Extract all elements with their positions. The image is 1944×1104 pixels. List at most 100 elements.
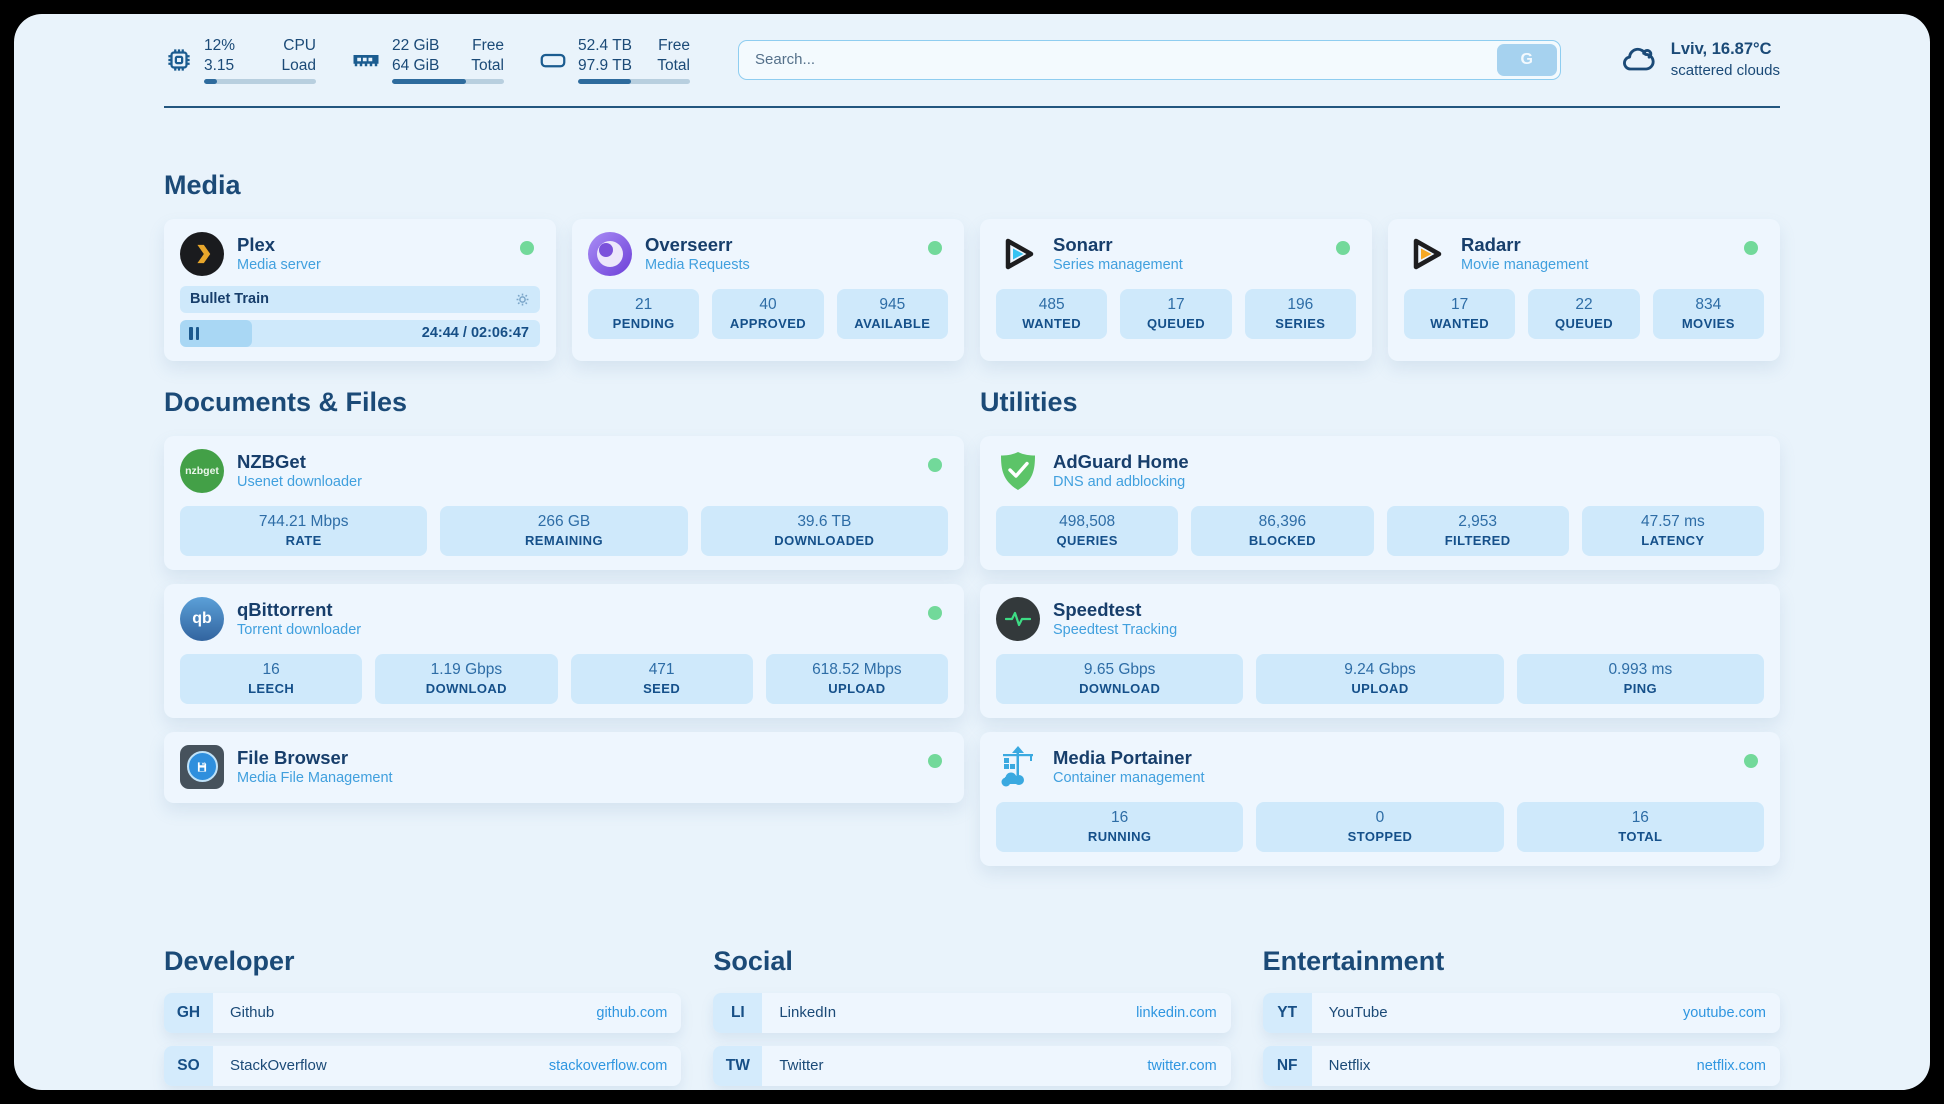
stat-box: 945 AVAILABLE <box>836 288 948 339</box>
link-row-youtube[interactable]: YT YouTube youtube.com <box>1262 992 1780 1033</box>
sonarr-icon <box>996 232 1040 276</box>
adguard-card[interactable]: AdGuard Home DNS and adblocking 498,508 Q… <box>980 435 1780 570</box>
link-url[interactable]: twitter.com <box>1147 1057 1217 1074</box>
pause-icon[interactable] <box>189 326 199 340</box>
plex-card[interactable]: Plex Media server Bullet Train 24:44 / 0… <box>164 218 556 361</box>
card-subtitle: DNS and adblocking <box>1053 474 1186 491</box>
plex-icon <box>180 231 224 276</box>
header-divider <box>164 105 1780 108</box>
link-name: Github <box>230 1004 275 1022</box>
stat-label: STOPPED <box>1347 828 1413 844</box>
stat-box: 471 SEED <box>570 653 753 704</box>
stat-value: 9.24 Gbps <box>1344 660 1416 678</box>
link-row-stackoverflow[interactable]: SO StackOverflow stackoverflow.com <box>164 1045 682 1086</box>
card-subtitle: Media Requests <box>645 257 750 274</box>
sonarr-card[interactable]: Sonarr Series management 485 WANTED 17 QUE… <box>980 218 1372 361</box>
stat-label: QUEUED <box>1554 315 1613 331</box>
stat-label: QUERIES <box>1056 532 1118 548</box>
stat-value: 744.21 Mbps <box>258 512 349 530</box>
filebrowser-icon <box>180 744 224 789</box>
cpu-progress-track <box>204 78 316 84</box>
nzbget-card[interactable]: nzbget NZBGet Usenet downloader 744.21 M… <box>164 435 964 570</box>
link-row-netflix[interactable]: NF Netflix netflix.com <box>1262 1045 1780 1086</box>
stat-box: 9.24 Gbps UPLOAD <box>1256 653 1504 704</box>
filebrowser-card[interactable]: File Browser Media File Management <box>164 731 964 803</box>
stat-box: 834 MOVIES <box>1652 288 1764 339</box>
stat-value: 9.65 Gbps <box>1083 660 1156 678</box>
ram-free-label: Free <box>472 37 504 54</box>
radarr-card[interactable]: Radarr Movie management 17 WANTED 22 QUEUE… <box>1388 218 1780 361</box>
stat-value: 2,953 <box>1458 512 1498 530</box>
stat-label: MOVIES <box>1681 315 1735 331</box>
cloud-icon <box>1617 42 1659 78</box>
qbittorrent-card[interactable]: qb qBittorrent Torrent downloader 16 LEEC… <box>164 583 964 718</box>
section-title-documents: Documents & Files <box>164 386 408 417</box>
cpu-usage-value: 12% <box>204 37 236 54</box>
stat-box: 196 SERIES <box>1244 288 1356 339</box>
link-abbr-badge: TW <box>713 1045 763 1086</box>
disk-total-label: Total <box>657 57 690 75</box>
stat-value: 40 <box>759 295 777 313</box>
stat-label: FILTERED <box>1444 532 1511 548</box>
status-dot <box>928 605 942 620</box>
search-input[interactable] <box>738 39 1561 80</box>
now-playing-title: Bullet Train <box>190 291 269 308</box>
stat-label: BLOCKED <box>1248 532 1316 548</box>
stat-label: QUEUED <box>1146 315 1205 331</box>
stat-value: 17 <box>1451 295 1469 313</box>
stat-box: 17 QUEUED <box>1120 288 1232 339</box>
system-stats: 12% 3.15 CPU Load <box>164 36 690 84</box>
header-bar: 12% 3.15 CPU Load <box>164 36 1780 84</box>
stat-label: SERIES <box>1275 315 1326 331</box>
adguard-icon <box>996 449 1040 493</box>
card-title: Media Portainer <box>1053 747 1192 769</box>
stat-value: 945 <box>879 295 906 313</box>
card-title: AdGuard Home <box>1053 451 1189 473</box>
search-bar: G <box>738 39 1561 80</box>
stat-box: 16 RUNNING <box>996 801 1244 852</box>
portainer-card[interactable]: Media Portainer Container management 16 R… <box>980 731 1780 866</box>
ram-total-label: Total <box>471 57 504 75</box>
stat-label: UPLOAD <box>828 680 886 696</box>
stat-box: 16 LEECH <box>180 653 363 704</box>
stat-value: 471 <box>648 660 675 678</box>
status-dot <box>1336 240 1350 255</box>
link-abbr-badge: NF <box>1262 1045 1312 1086</box>
stat-box: 744.21 Mbps RATE <box>180 505 428 556</box>
link-row-twitter[interactable]: TW Twitter twitter.com <box>713 1045 1231 1086</box>
stat-box: 0 STOPPED <box>1256 801 1504 852</box>
status-dot <box>1744 753 1758 768</box>
now-playing-bar[interactable]: Bullet Train <box>180 285 540 313</box>
link-row-linkedin[interactable]: LI LinkedIn linkedin.com <box>713 992 1231 1033</box>
stat-box: 39.6 TB DOWNLOADED <box>700 505 948 556</box>
stat-label: REMAINING <box>524 532 603 548</box>
settings-icon[interactable] <box>515 292 530 307</box>
link-url[interactable]: github.com <box>596 1004 668 1021</box>
disk-free-label: Free <box>658 37 690 54</box>
stat-value: 266 GB <box>537 512 591 530</box>
speedtest-card[interactable]: Speedtest Speedtest Tracking 9.65 Gbps DO… <box>980 583 1780 718</box>
link-url[interactable]: linkedin.com <box>1136 1004 1217 1021</box>
cpu-label: CPU <box>283 37 316 54</box>
section-title-media: Media <box>164 169 241 200</box>
search-go-button[interactable]: G <box>1496 43 1557 76</box>
link-url[interactable]: netflix.com <box>1696 1057 1766 1074</box>
link-abbr-badge: GH <box>164 992 213 1033</box>
entertainment-column: Entertainment YT YouTube youtube.com NF … <box>1262 946 1780 1090</box>
playback-progress-bar[interactable]: 24:44 / 02:06:47 <box>180 319 540 347</box>
card-subtitle: Torrent downloader <box>237 622 362 639</box>
stat-value: 196 <box>1287 295 1314 313</box>
stat-value: 22 <box>1575 295 1593 313</box>
cpu-stat: 12% 3.15 CPU Load <box>164 36 316 84</box>
ram-progress-fill <box>392 78 466 84</box>
link-url[interactable]: stackoverflow.com <box>548 1057 668 1074</box>
stat-label: AVAILABLE <box>854 315 931 331</box>
stat-label: RUNNING <box>1087 828 1152 844</box>
overseerr-card[interactable]: Overseerr Media Requests 21 PENDING 40 APP… <box>572 218 964 361</box>
stat-value: 17 <box>1167 295 1185 313</box>
stat-box: 618.52 Mbps UPLOAD <box>765 653 948 704</box>
stat-value: 16 <box>1631 808 1649 826</box>
link-url[interactable]: youtube.com <box>1682 1004 1766 1021</box>
stat-label: TOTAL <box>1618 828 1663 844</box>
link-row-github[interactable]: GH Github github.com <box>164 992 682 1033</box>
